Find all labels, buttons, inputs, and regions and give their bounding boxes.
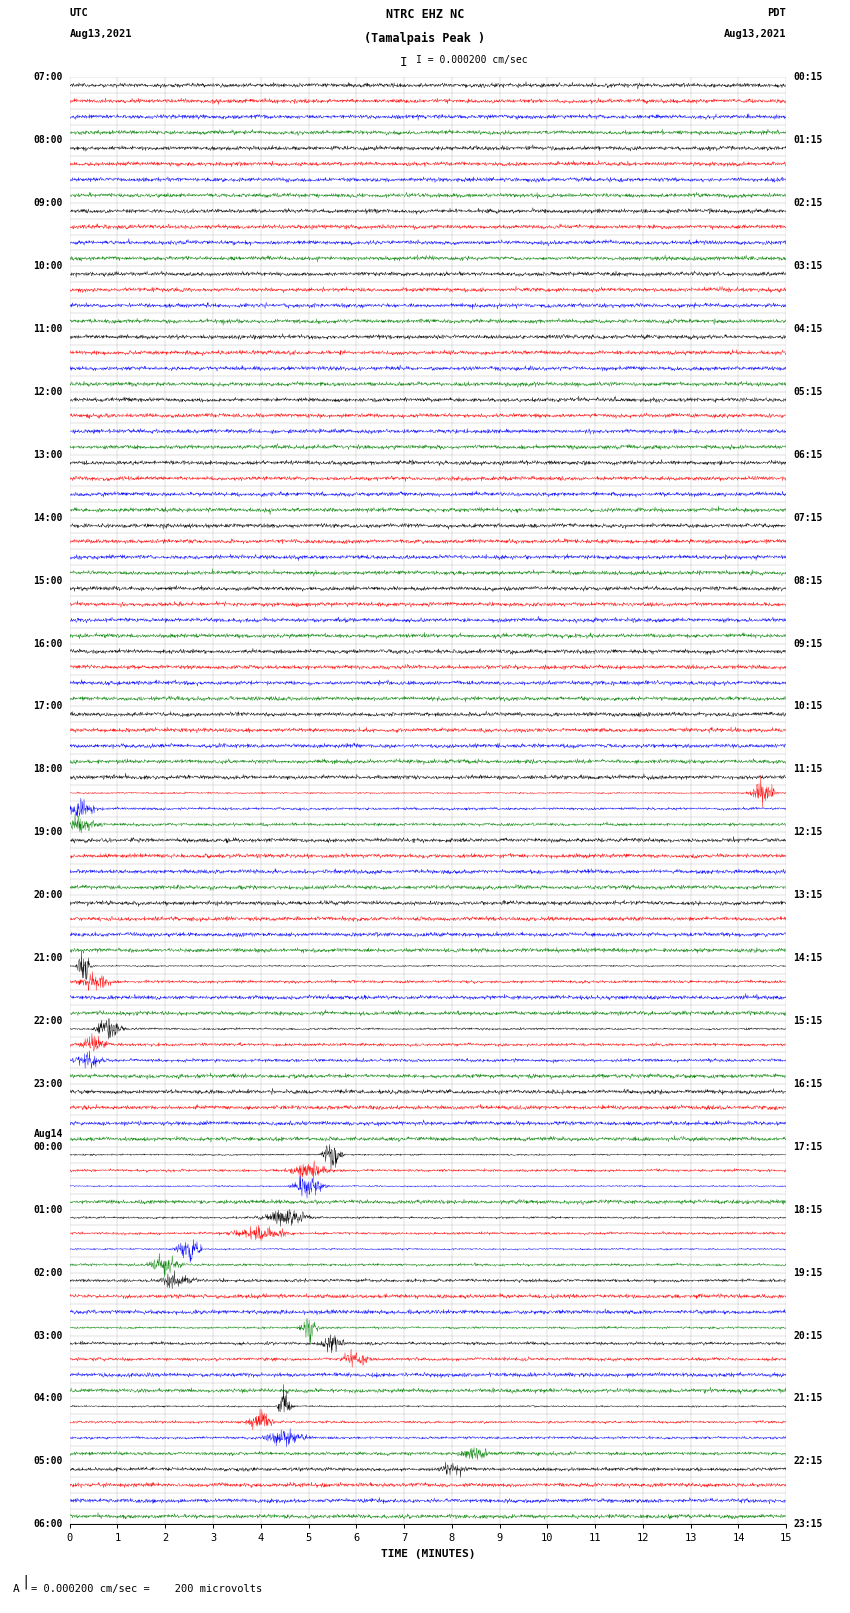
Text: I: I bbox=[400, 56, 407, 69]
Text: UTC: UTC bbox=[70, 8, 88, 18]
Text: I = 0.000200 cm/sec: I = 0.000200 cm/sec bbox=[416, 55, 528, 65]
Text: 00:00: 00:00 bbox=[33, 1142, 63, 1152]
Text: 17:00: 17:00 bbox=[33, 702, 63, 711]
Text: 17:15: 17:15 bbox=[793, 1142, 823, 1152]
Text: 23:00: 23:00 bbox=[33, 1079, 63, 1089]
Text: 19:00: 19:00 bbox=[33, 827, 63, 837]
Text: 18:00: 18:00 bbox=[33, 765, 63, 774]
Text: PDT: PDT bbox=[768, 8, 786, 18]
Text: Aug14: Aug14 bbox=[33, 1129, 63, 1139]
Text: 00:15: 00:15 bbox=[793, 73, 823, 82]
Text: 23:15: 23:15 bbox=[793, 1519, 823, 1529]
Text: 12:15: 12:15 bbox=[793, 827, 823, 837]
Text: 03:00: 03:00 bbox=[33, 1331, 63, 1340]
Text: 19:15: 19:15 bbox=[793, 1268, 823, 1277]
Text: 20:00: 20:00 bbox=[33, 890, 63, 900]
Text: 20:15: 20:15 bbox=[793, 1331, 823, 1340]
Text: 09:00: 09:00 bbox=[33, 198, 63, 208]
Text: 06:00: 06:00 bbox=[33, 1519, 63, 1529]
Text: NTRC EHZ NC: NTRC EHZ NC bbox=[386, 8, 464, 21]
Text: 01:00: 01:00 bbox=[33, 1205, 63, 1215]
Text: 14:15: 14:15 bbox=[793, 953, 823, 963]
Text: 08:00: 08:00 bbox=[33, 135, 63, 145]
Text: 04:15: 04:15 bbox=[793, 324, 823, 334]
X-axis label: TIME (MINUTES): TIME (MINUTES) bbox=[381, 1548, 475, 1558]
Text: (Tamalpais Peak ): (Tamalpais Peak ) bbox=[365, 32, 485, 45]
Text: 15:15: 15:15 bbox=[793, 1016, 823, 1026]
Text: 01:15: 01:15 bbox=[793, 135, 823, 145]
Text: 21:00: 21:00 bbox=[33, 953, 63, 963]
Text: 14:00: 14:00 bbox=[33, 513, 63, 523]
Text: A: A bbox=[13, 1584, 20, 1594]
Text: 05:00: 05:00 bbox=[33, 1457, 63, 1466]
Text: 16:15: 16:15 bbox=[793, 1079, 823, 1089]
Text: 21:15: 21:15 bbox=[793, 1394, 823, 1403]
Text: Aug13,2021: Aug13,2021 bbox=[70, 29, 133, 39]
Text: 11:15: 11:15 bbox=[793, 765, 823, 774]
Text: 10:00: 10:00 bbox=[33, 261, 63, 271]
Text: 03:15: 03:15 bbox=[793, 261, 823, 271]
Text: 06:15: 06:15 bbox=[793, 450, 823, 460]
Text: 07:00: 07:00 bbox=[33, 73, 63, 82]
Text: 02:15: 02:15 bbox=[793, 198, 823, 208]
Text: 08:15: 08:15 bbox=[793, 576, 823, 586]
Text: Aug13,2021: Aug13,2021 bbox=[723, 29, 786, 39]
Text: |: | bbox=[21, 1574, 30, 1589]
Text: 11:00: 11:00 bbox=[33, 324, 63, 334]
Text: 22:15: 22:15 bbox=[793, 1457, 823, 1466]
Text: 15:00: 15:00 bbox=[33, 576, 63, 586]
Text: 10:15: 10:15 bbox=[793, 702, 823, 711]
Text: 16:00: 16:00 bbox=[33, 639, 63, 648]
Text: 13:15: 13:15 bbox=[793, 890, 823, 900]
Text: 13:00: 13:00 bbox=[33, 450, 63, 460]
Text: 22:00: 22:00 bbox=[33, 1016, 63, 1026]
Text: 02:00: 02:00 bbox=[33, 1268, 63, 1277]
Text: 05:15: 05:15 bbox=[793, 387, 823, 397]
Text: 12:00: 12:00 bbox=[33, 387, 63, 397]
Text: 09:15: 09:15 bbox=[793, 639, 823, 648]
Text: 07:15: 07:15 bbox=[793, 513, 823, 523]
Text: = 0.000200 cm/sec =    200 microvolts: = 0.000200 cm/sec = 200 microvolts bbox=[31, 1584, 263, 1594]
Text: 18:15: 18:15 bbox=[793, 1205, 823, 1215]
Text: 04:00: 04:00 bbox=[33, 1394, 63, 1403]
